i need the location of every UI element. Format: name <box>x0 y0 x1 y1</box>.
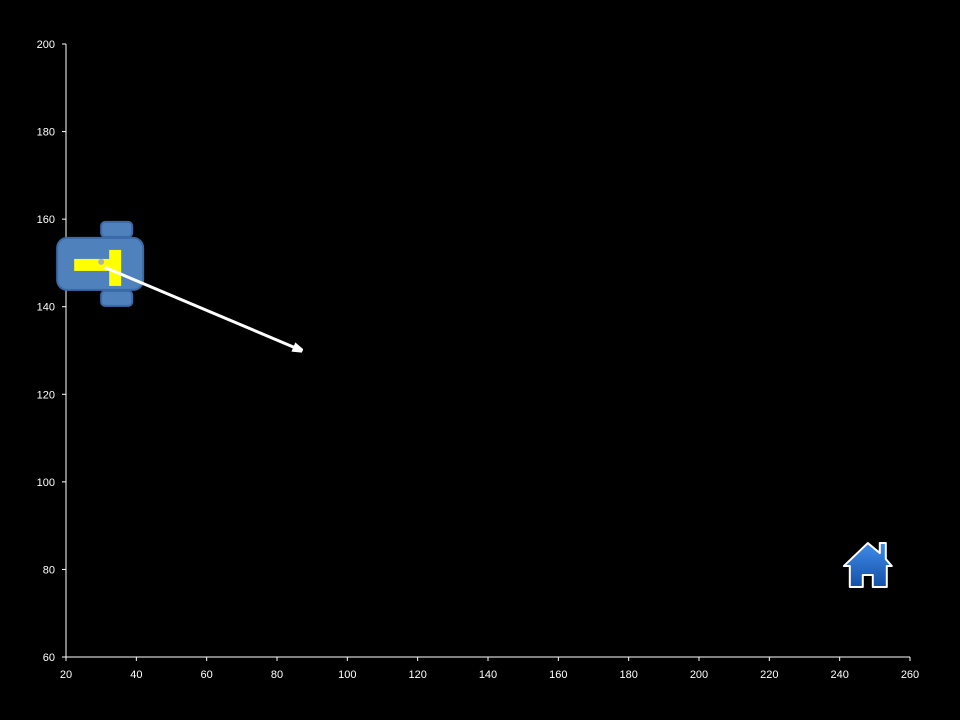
heading-arrow <box>104 265 302 350</box>
x-tick-label: 100 <box>338 669 356 681</box>
y-tick-label: 60 <box>43 652 55 664</box>
home-shape <box>842 542 893 589</box>
axes: 20 40 60 80 100 120 140 160 180 200 220 240 260 60 80… <box>37 39 920 681</box>
x-tick-label: 80 <box>271 669 283 681</box>
y-tick-label: 140 <box>37 302 55 314</box>
x-tick-label: 60 <box>201 669 213 681</box>
home-icon <box>842 542 893 589</box>
x-tick-label: 120 <box>408 669 426 681</box>
x-tick-label: 20 <box>60 669 72 681</box>
y-tick-label: 100 <box>37 477 55 489</box>
x-tick-label: 260 <box>901 669 919 681</box>
x-tick-label: 200 <box>690 669 708 681</box>
x-tick-label: 240 <box>830 669 848 681</box>
y-tick-label: 160 <box>37 214 55 226</box>
x-tick-label: 180 <box>619 669 637 681</box>
x-axis-ticks: 20 40 60 80 100 120 140 160 180 200 220 240 260 <box>60 657 919 681</box>
y-tick-label: 200 <box>37 39 55 51</box>
x-tick-label: 220 <box>760 669 778 681</box>
y-axis-ticks: 60 80 100 120 140 160 180 200 <box>37 39 66 664</box>
y-tick-label: 120 <box>37 389 55 401</box>
y-tick-label: 180 <box>37 127 55 139</box>
robot-marker-vertical <box>109 249 122 286</box>
y-tick-label: 80 <box>43 564 55 576</box>
x-tick-label: 40 <box>130 669 142 681</box>
x-tick-label: 160 <box>549 669 567 681</box>
robot-center-point <box>98 258 105 265</box>
robot-wheel-bottom <box>100 289 134 307</box>
robot-icon <box>56 220 145 307</box>
robot-wheel-top <box>100 220 134 238</box>
x-tick-label: 140 <box>479 669 497 681</box>
